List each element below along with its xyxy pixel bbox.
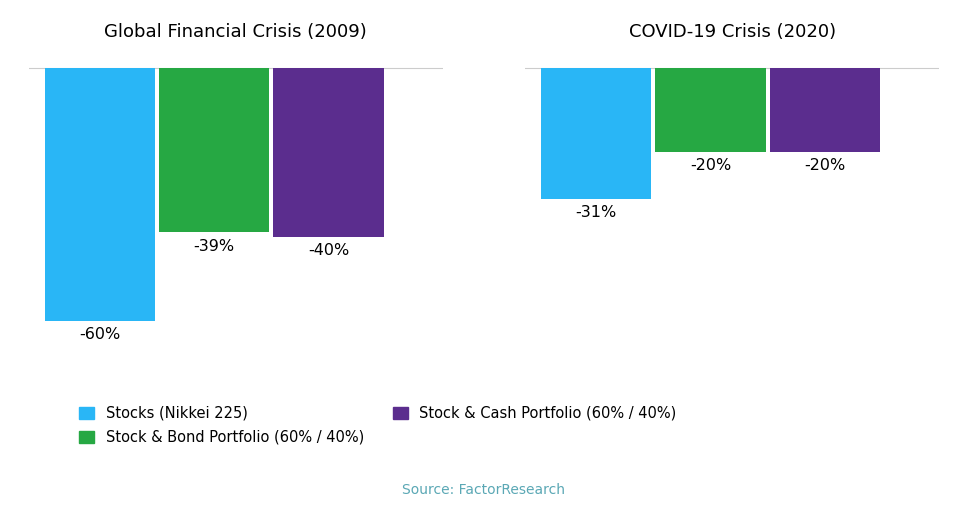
Bar [45,67,155,321]
Legend: Stocks (Nikkei 225), Stock & Bond Portfolio (60% / 40%), Stock & Cash Portfolio : Stocks (Nikkei 225), Stock & Bond Portfo… [76,402,681,449]
Text: -31%: -31% [576,205,617,220]
Text: Source: FactorResearch: Source: FactorResearch [403,483,565,497]
Bar [541,67,651,199]
Bar [273,67,383,237]
Text: -60%: -60% [79,328,121,342]
Text: -20%: -20% [804,158,845,173]
Bar [770,67,880,152]
Bar [159,67,269,232]
Text: -39%: -39% [194,239,234,254]
Text: -40%: -40% [308,243,349,258]
Title: Global Financial Crisis (2009): Global Financial Crisis (2009) [105,23,367,41]
Bar [655,67,766,152]
Title: COVID-19 Crisis (2020): COVID-19 Crisis (2020) [628,23,835,41]
Text: -20%: -20% [690,158,731,173]
